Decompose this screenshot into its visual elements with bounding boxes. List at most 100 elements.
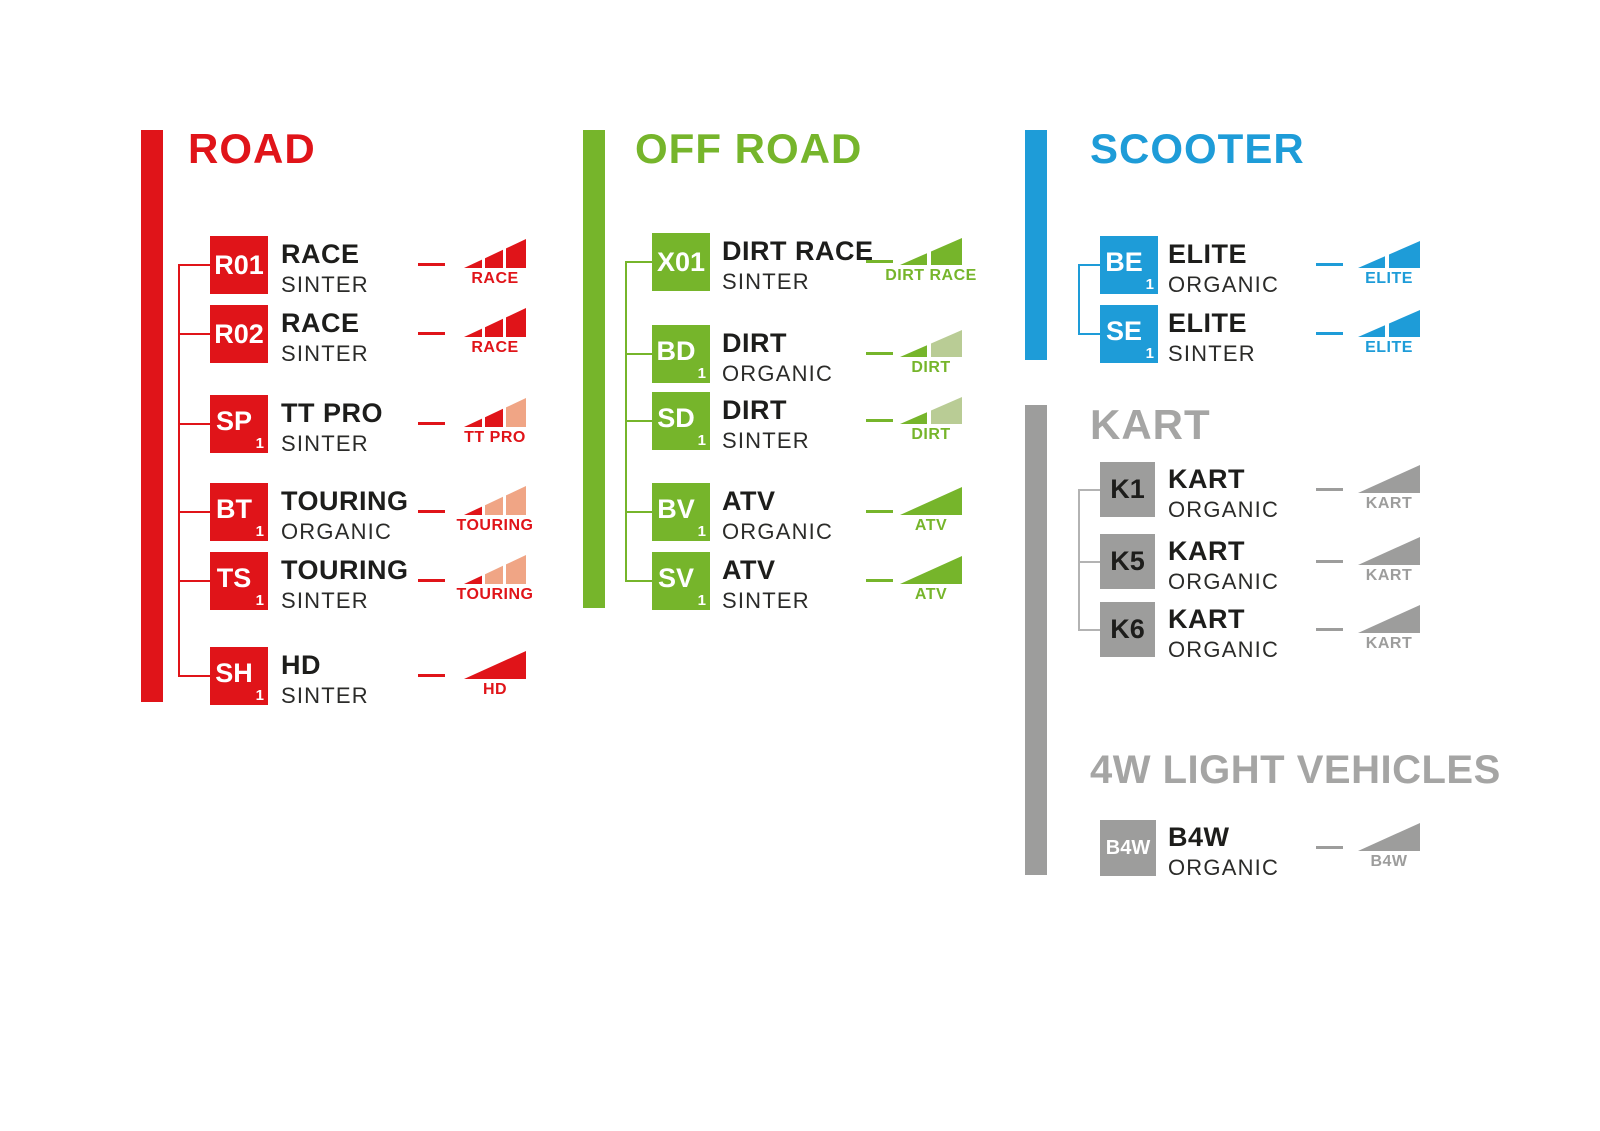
product-name-block: TOURING SINTER — [281, 556, 409, 614]
product-material: ORGANIC — [1168, 855, 1280, 881]
connector-line — [178, 423, 210, 425]
stepped-wedge-icon — [900, 397, 962, 424]
product-material: SINTER — [281, 588, 369, 614]
connector-line — [178, 511, 210, 513]
performance-label: KART — [1365, 567, 1413, 584]
performance-indicator: DIRT — [881, 392, 981, 443]
product-material: SINTER — [722, 428, 810, 454]
product-code: R01 — [214, 249, 264, 280]
dash-connector — [866, 260, 893, 263]
performance-indicator: B4W — [1339, 819, 1439, 870]
product-material: ORGANIC — [722, 361, 834, 387]
kart-color-bar — [1025, 405, 1047, 875]
4w-light-vehicles-title: 4W LIGHT VEHICLES — [1090, 748, 1501, 792]
product-name: DIRT RACE — [722, 236, 874, 266]
product-name-block: RACE SINTER — [281, 309, 369, 367]
code-box-x01: X01 — [652, 233, 710, 291]
product-name: RACE — [281, 239, 360, 269]
performance-label: KART — [1365, 495, 1413, 512]
product-material: SINTER — [281, 341, 369, 367]
product-name-block: DIRT RACE SINTER — [722, 237, 874, 295]
off-road-color-bar — [583, 130, 605, 608]
performance-indicator: TT PRO — [445, 395, 545, 446]
stepped-wedge-icon — [900, 238, 962, 265]
product-code-subscript: 1 — [255, 523, 264, 540]
wedge-icon — [1358, 605, 1420, 633]
product-name: KART — [1168, 604, 1245, 634]
connector-line — [625, 420, 652, 422]
code-box-r02: R02 — [210, 305, 268, 363]
connector-line — [625, 262, 627, 582]
dash-connector — [418, 422, 445, 425]
performance-label: TT PRO — [464, 429, 526, 446]
product-name: ATV — [722, 555, 776, 585]
dash-connector — [1316, 628, 1343, 631]
product-material: ORGANIC — [281, 519, 393, 545]
product-code-subscript: 1 — [1145, 276, 1154, 293]
dash-connector — [1316, 332, 1343, 335]
product-name-block: ATV ORGANIC — [722, 487, 833, 545]
performance-label: ATV — [914, 517, 948, 534]
product-material: SINTER — [1168, 341, 1256, 367]
stepped-wedge-icon — [464, 239, 526, 268]
stepped-wedge-icon — [464, 308, 526, 337]
product-code-subscript: 1 — [697, 365, 706, 382]
performance-label: TOURING — [456, 517, 534, 534]
product-material: SINTER — [281, 431, 369, 457]
performance-label: RACE — [471, 270, 519, 287]
product-name-block: ELITE SINTER — [1168, 309, 1256, 367]
code-box-sp1: SP 1 — [210, 395, 268, 453]
product-name-block: DIRT ORGANIC — [722, 329, 833, 387]
connector-line — [625, 261, 652, 263]
product-name-block: DIRT SINTER — [722, 396, 810, 454]
product-material: ORGANIC — [722, 519, 834, 545]
connector-line — [1078, 265, 1080, 335]
performance-label: ATV — [914, 586, 948, 603]
product-material: ORGANIC — [1168, 637, 1280, 663]
product-code: SP — [215, 405, 253, 436]
performance-indicator: RACE — [445, 305, 545, 356]
dash-connector — [866, 352, 893, 355]
connector-line — [1078, 490, 1080, 631]
product-material: SINTER — [281, 683, 369, 709]
product-name-block: KART ORGANIC — [1168, 537, 1279, 595]
product-code: SV — [657, 562, 695, 593]
product-name: DIRT — [722, 395, 787, 425]
dash-connector — [418, 510, 445, 513]
off-road-title: OFF ROAD — [635, 125, 863, 172]
product-material: SINTER — [722, 269, 810, 295]
wedge-icon — [1358, 823, 1420, 851]
product-name: B4W — [1168, 822, 1230, 852]
product-code: BD — [656, 335, 696, 366]
product-code: R02 — [214, 318, 264, 349]
product-code: BT — [216, 493, 252, 524]
scooter-title: SCOOTER — [1090, 125, 1305, 172]
road-title: ROAD — [188, 125, 316, 172]
product-material: ORGANIC — [1168, 497, 1280, 523]
performance-indicator: KART — [1339, 533, 1439, 584]
product-name: TT PRO — [281, 398, 383, 428]
product-name-block: ELITE ORGANIC — [1168, 240, 1279, 298]
code-box-sh1: SH 1 — [210, 647, 268, 705]
product-name-block: B4W ORGANIC — [1168, 823, 1279, 881]
product-code: BV — [657, 493, 695, 524]
connector-line — [178, 675, 210, 677]
product-material: SINTER — [722, 588, 810, 614]
performance-label: DIRT RACE — [885, 267, 977, 284]
connector-line — [178, 333, 210, 335]
product-name: TOURING — [281, 555, 409, 585]
wedge-icon — [900, 487, 962, 515]
product-code: X01 — [656, 246, 706, 277]
code-box-k5: K5 — [1100, 534, 1155, 589]
code-box-se1: SE 1 — [1100, 305, 1158, 363]
dash-connector — [1316, 263, 1343, 266]
performance-label: ELITE — [1365, 339, 1413, 356]
code-box-ts1: TS 1 — [210, 552, 268, 610]
connector-line — [1078, 489, 1100, 491]
performance-indicator: HD — [445, 647, 545, 698]
connector-line — [1078, 333, 1100, 335]
performance-indicator: TOURING — [445, 552, 545, 603]
code-box-k1: K1 — [1100, 462, 1155, 517]
product-name-block: RACE SINTER — [281, 240, 369, 298]
